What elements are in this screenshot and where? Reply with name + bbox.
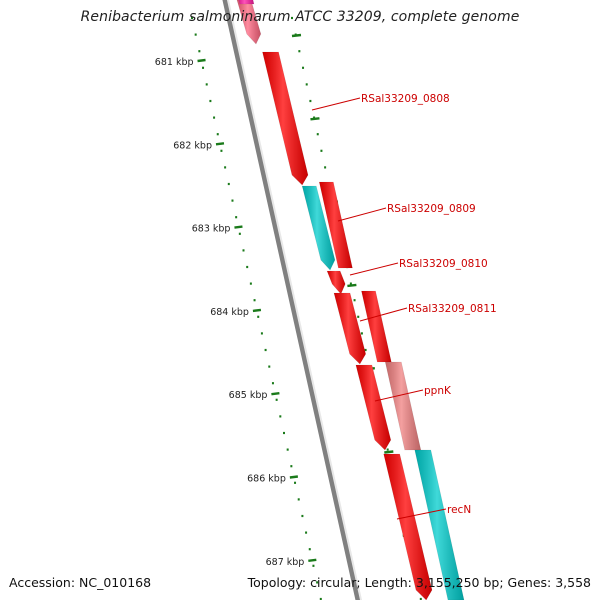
major-tick: [289, 475, 299, 479]
major-tick: [291, 33, 302, 38]
backbone-highlight: [226, 0, 363, 600]
gene-label[interactable]: RSal33209_0811: [408, 303, 497, 315]
label-leader-line: [396, 508, 447, 520]
scale-tick-label: 685 kbp: [229, 390, 268, 401]
gene-feature-shading: [361, 291, 392, 362]
label-leader-line: [311, 97, 361, 111]
major-tick: [252, 308, 262, 313]
map-title: Renibacterium salmoninarum ATCC 33209, c…: [80, 9, 520, 25]
label-leader-line: [374, 389, 424, 402]
gene-features: [236, 0, 465, 600]
genome-backbone: [222, 0, 363, 600]
gene-feature-shading: [262, 52, 308, 185]
gene-label[interactable]: RSal33209_0808: [361, 93, 450, 105]
gene-label[interactable]: RSal33209_0810: [399, 258, 488, 270]
gene-feature-shading: [355, 365, 391, 450]
gene-feature-shading: [327, 271, 346, 294]
major-tick: [234, 225, 243, 229]
major-tick: [310, 117, 320, 121]
gene-label[interactable]: RSal33209_0809: [387, 203, 476, 215]
label-leader-line: [337, 207, 387, 222]
gene-feature-shading: [385, 362, 421, 450]
gene-feature-shading: [414, 450, 464, 600]
gene-feature-shading: [237, 0, 261, 44]
major-tick: [197, 58, 206, 63]
minor-tick-marks: [190, 16, 422, 600]
gene-label[interactable]: recN: [447, 504, 471, 516]
gene-feature-shading: [319, 182, 353, 268]
topology-label: Topology: circular: [247, 575, 357, 590]
major-tick: [215, 142, 225, 146]
scale-tick-label: 682 kbp: [173, 140, 212, 151]
major-tick-marks: [197, 33, 412, 562]
genome-stats: Topology: circular; Length: 3,155,250 bp…: [247, 575, 591, 590]
gene-feature-shading: [334, 293, 366, 364]
scale-tick-label: 686 kbp: [247, 474, 286, 485]
gene-feature-shading: [302, 186, 335, 270]
scale-tick-label: 687 kbp: [266, 557, 305, 568]
label-leader-line: [359, 307, 408, 322]
gene-feature-shading: [239, 0, 254, 4]
major-tick: [271, 392, 280, 396]
scale-tick-label: 681 kbp: [155, 57, 194, 68]
scale-tick-label: 683 kbp: [192, 224, 231, 235]
backbone-line: [222, 0, 361, 600]
genes-count-label: Genes: 3,558: [507, 575, 591, 590]
gene-feature-shading: [383, 454, 432, 600]
major-tick: [347, 283, 357, 288]
scale-labels: 681 kbp 682 kbp 683 kbp 684 kbp 685 kbp 686 k…: [155, 57, 305, 568]
gene-labels: RSal33209_0808 RSal33209_0809 RSal33209_08…: [311, 93, 497, 520]
gene-label[interactable]: ppnK: [424, 385, 452, 397]
major-tick: [308, 558, 317, 562]
accession-label: Accession: NC_010168: [9, 575, 152, 590]
label-leader-line: [349, 262, 399, 276]
scale-tick-label: 684 kbp: [210, 307, 249, 318]
major-tick: [384, 450, 394, 454]
length-label: Length: 3,155,250 bp: [364, 575, 500, 590]
